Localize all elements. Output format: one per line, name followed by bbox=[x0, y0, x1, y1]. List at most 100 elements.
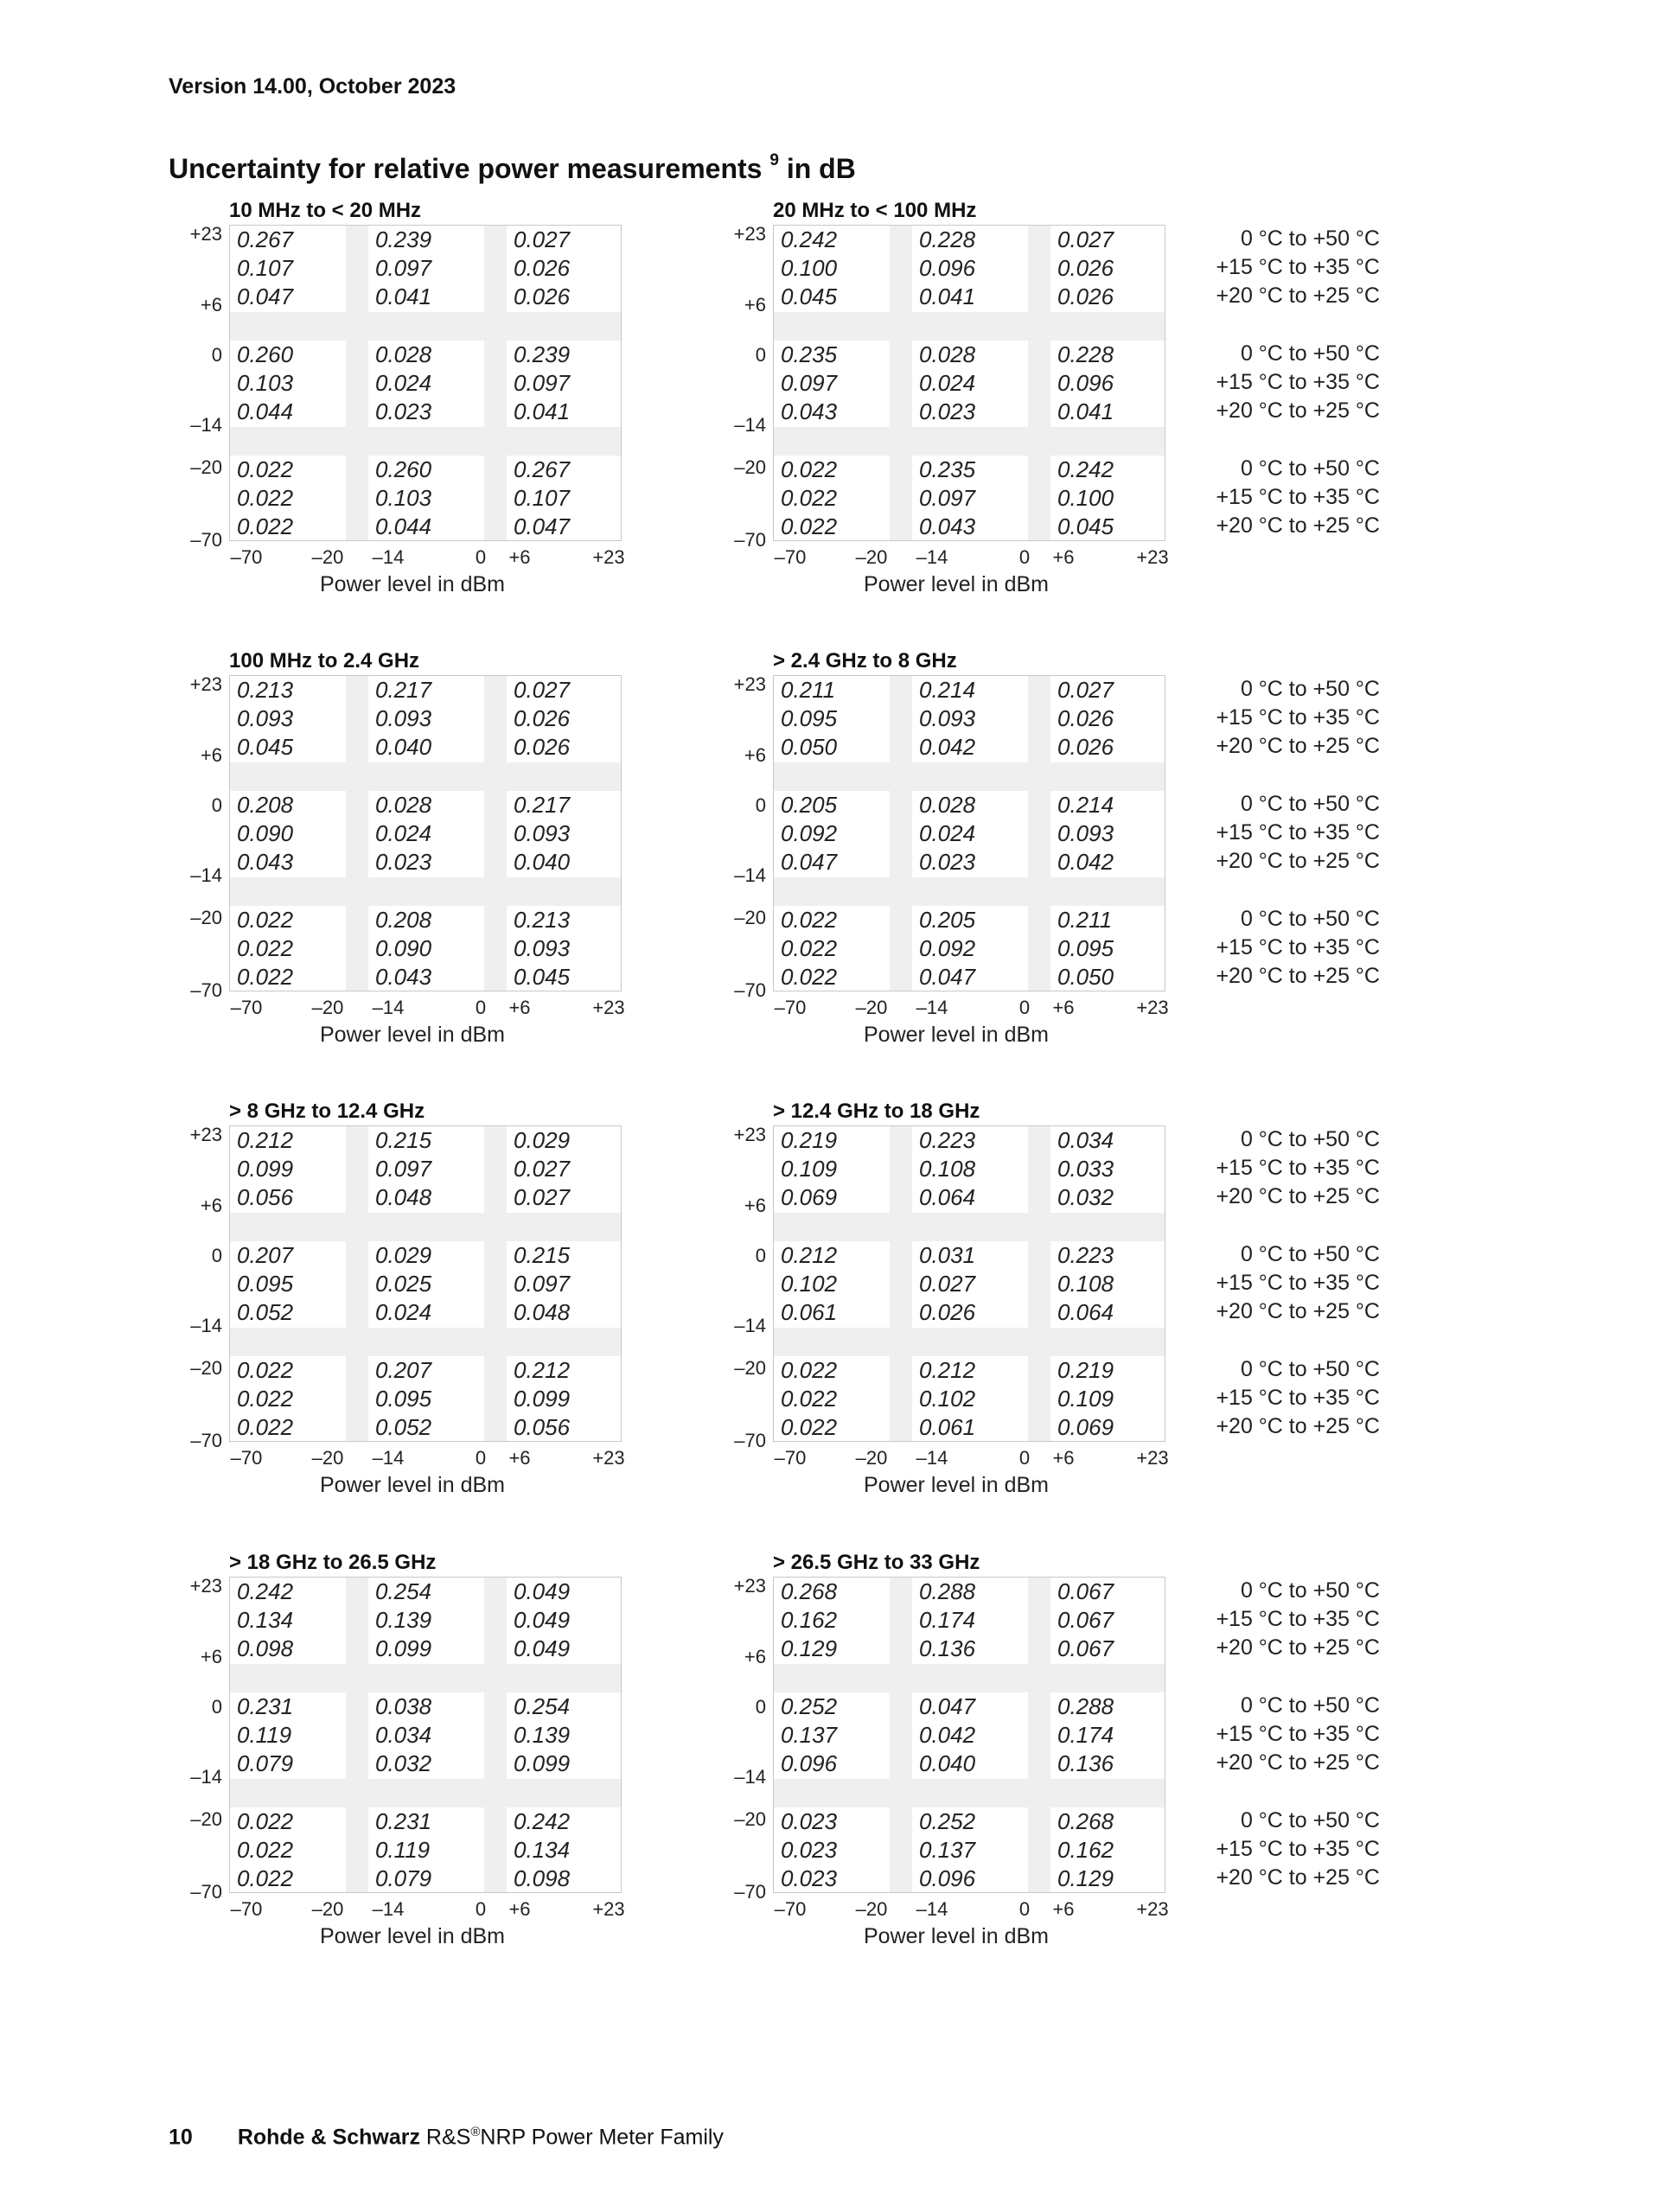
uncertainty-value: 0.219 bbox=[781, 1127, 838, 1153]
uncertainty-value: 0.022 bbox=[781, 513, 838, 539]
uncertainty-value: 0.223 bbox=[919, 1127, 976, 1153]
y-tick-label: –70 bbox=[734, 529, 766, 551]
uncertainty-block: > 26.5 GHz to 33 GHz 0 °C to +50 °C +15 °C… bbox=[734, 1551, 1420, 1967]
uncertainty-value: 0.231 bbox=[237, 1693, 294, 1719]
uncertainty-value: 0.025 bbox=[375, 1271, 432, 1297]
uncertainty-value: 0.260 bbox=[237, 341, 294, 367]
y-tick-label: +23 bbox=[189, 1575, 222, 1597]
temperature-range-label: 0 °C to +50 °C bbox=[1240, 226, 1380, 251]
uncertainty-value: 0.022 bbox=[237, 935, 294, 961]
footer-product: NRP Power Meter Family bbox=[480, 2125, 724, 2150]
y-tick-label: –14 bbox=[734, 1315, 766, 1336]
uncertainty-value: 0.049 bbox=[514, 1607, 571, 1633]
uncertainty-value: 0.052 bbox=[375, 1414, 432, 1440]
uncertainty-value: 0.212 bbox=[237, 1127, 294, 1153]
uncertainty-value: 0.267 bbox=[237, 226, 294, 252]
temperature-range-label: +15 °C to +35 °C bbox=[1216, 1271, 1380, 1295]
uncertainty-value: 0.047 bbox=[919, 1693, 976, 1719]
y-tick-label: –20 bbox=[734, 1808, 766, 1830]
column-separator bbox=[1028, 1126, 1050, 1441]
uncertainty-value: 0.048 bbox=[375, 1184, 432, 1210]
uncertainty-value: 0.034 bbox=[1057, 1127, 1114, 1153]
y-tick-label: +23 bbox=[189, 1124, 222, 1145]
uncertainty-value: 0.217 bbox=[375, 677, 432, 703]
temperature-range-label: +15 °C to +35 °C bbox=[1216, 370, 1380, 394]
uncertainty-value: 0.029 bbox=[514, 1127, 571, 1153]
uncertainty-block: > 18 GHz to 26.5 GHz 0.242 0.254 0.049 0.134… bbox=[190, 1551, 876, 1967]
uncertainty-value: 0.139 bbox=[375, 1607, 432, 1633]
y-tick-label: –14 bbox=[190, 414, 222, 436]
frequency-range-title: 100 MHz to 2.4 GHz bbox=[229, 649, 420, 673]
uncertainty-value: 0.028 bbox=[919, 341, 976, 367]
temperature-range-label: +20 °C to +25 °C bbox=[1216, 964, 1380, 988]
x-tick-label: –70 bbox=[774, 1447, 807, 1469]
version-header: Version 14.00, October 2023 bbox=[169, 74, 456, 99]
x-tick-label: 0 bbox=[1018, 997, 1031, 1018]
uncertainty-value: 0.090 bbox=[375, 935, 432, 961]
uncertainty-value: 0.093 bbox=[1057, 820, 1114, 846]
page-footer: 10 Rohde & Schwarz R&S®NRP Power Meter Fa… bbox=[169, 2125, 724, 2150]
y-tick-label: –70 bbox=[734, 1430, 766, 1451]
row-separator bbox=[230, 1328, 621, 1356]
y-tick-label: –20 bbox=[734, 456, 766, 478]
temperature-range-label: 0 °C to +50 °C bbox=[1240, 1808, 1380, 1833]
uncertainty-value: 0.095 bbox=[237, 1271, 294, 1297]
x-tick-label: –14 bbox=[916, 546, 948, 568]
uncertainty-value: 0.045 bbox=[781, 284, 838, 309]
temperature-range-label: +15 °C to +35 °C bbox=[1216, 1837, 1380, 1861]
x-tick-label: –20 bbox=[855, 1898, 888, 1920]
uncertainty-value: 0.090 bbox=[237, 820, 294, 846]
uncertainty-value: 0.042 bbox=[919, 734, 976, 760]
temperature-range-label: 0 °C to +50 °C bbox=[1240, 456, 1380, 481]
temperature-range-label: +20 °C to +25 °C bbox=[1216, 398, 1380, 423]
y-tick-label: +23 bbox=[733, 1124, 766, 1145]
y-tick-label: +23 bbox=[189, 673, 222, 695]
y-tick-label: –70 bbox=[190, 529, 222, 551]
uncertainty-value: 0.228 bbox=[1057, 341, 1114, 367]
uncertainty-value: 0.023 bbox=[375, 398, 432, 424]
x-tick-label: +23 bbox=[592, 1898, 625, 1920]
uncertainty-value: 0.023 bbox=[781, 1837, 838, 1863]
row-separator bbox=[774, 1664, 1165, 1692]
uncertainty-value: 0.024 bbox=[919, 370, 976, 396]
uncertainty-value: 0.069 bbox=[781, 1184, 838, 1210]
x-tick-label: –20 bbox=[855, 997, 888, 1018]
uncertainty-value: 0.047 bbox=[781, 849, 838, 875]
uncertainty-grid: 0.219 0.223 0.034 0.109 0.108 0.033 0.069 0.064… bbox=[773, 1125, 1165, 1442]
uncertainty-value: 0.043 bbox=[919, 513, 976, 539]
y-tick-label: –14 bbox=[734, 1766, 766, 1788]
uncertainty-value: 0.067 bbox=[1057, 1578, 1114, 1604]
row-separator bbox=[774, 427, 1165, 456]
uncertainty-value: 0.027 bbox=[514, 1184, 571, 1210]
uncertainty-grid: 0.242 0.228 0.027 0.100 0.096 0.026 0.045 0.041… bbox=[773, 225, 1165, 541]
x-tick-label: +23 bbox=[592, 1447, 625, 1469]
uncertainty-value: 0.022 bbox=[781, 907, 838, 933]
uncertainty-value: 0.252 bbox=[781, 1693, 838, 1719]
temperature-range-label: 0 °C to +50 °C bbox=[1240, 907, 1380, 931]
x-tick-label: +6 bbox=[508, 546, 531, 568]
uncertainty-value: 0.041 bbox=[1057, 398, 1114, 424]
y-tick-label: +6 bbox=[744, 744, 766, 766]
uncertainty-value: 0.022 bbox=[237, 485, 294, 511]
uncertainty-value: 0.099 bbox=[237, 1156, 294, 1182]
uncertainty-value: 0.095 bbox=[781, 705, 838, 731]
uncertainty-value: 0.026 bbox=[514, 705, 571, 731]
row-separator bbox=[230, 427, 621, 456]
uncertainty-value: 0.214 bbox=[1057, 792, 1114, 818]
uncertainty-value: 0.093 bbox=[514, 820, 571, 846]
x-tick-label: –14 bbox=[916, 1447, 948, 1469]
uncertainty-value: 0.096 bbox=[1057, 370, 1114, 396]
uncertainty-value: 0.049 bbox=[514, 1635, 571, 1661]
uncertainty-value: 0.042 bbox=[919, 1722, 976, 1748]
x-tick-label: +6 bbox=[508, 1447, 531, 1469]
uncertainty-value: 0.022 bbox=[237, 456, 294, 482]
uncertainty-value: 0.102 bbox=[919, 1386, 976, 1412]
x-tick-label: –14 bbox=[372, 1898, 405, 1920]
temperature-range-label: +20 °C to +25 °C bbox=[1216, 1414, 1380, 1438]
temperature-range-label: +15 °C to +35 °C bbox=[1216, 1386, 1380, 1410]
uncertainty-value: 0.079 bbox=[375, 1865, 432, 1891]
x-tick-label: –20 bbox=[311, 546, 344, 568]
uncertainty-value: 0.097 bbox=[514, 370, 571, 396]
frequency-range-title: > 18 GHz to 26.5 GHz bbox=[229, 1551, 437, 1574]
x-tick-label: –70 bbox=[774, 546, 807, 568]
